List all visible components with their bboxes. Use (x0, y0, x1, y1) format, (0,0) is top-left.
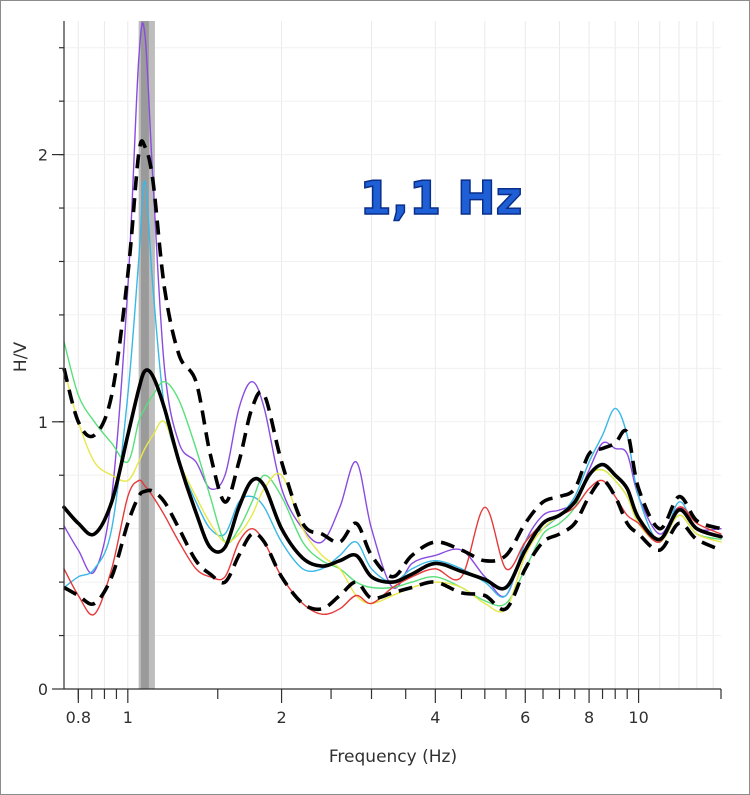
y-tick-label: 0 (38, 680, 48, 699)
y-tick-label: 2 (38, 146, 48, 165)
std-curve-6 (62, 139, 722, 579)
hv-curve-cyan (63, 180, 722, 598)
axes: 0 1 2 0.8 1 2 4 6 8 10 (38, 21, 722, 727)
peak-band-center (140, 21, 149, 689)
y-tick-label: 1 (38, 413, 48, 432)
x-tick-label: 10 (628, 708, 648, 727)
grid (64, 21, 721, 689)
series-group (62, 22, 723, 616)
hv-curve-green (63, 340, 722, 607)
peak-frequency-annotation: 1,1 Hz (360, 171, 523, 225)
x-tick-label: 1 (123, 708, 133, 727)
x-axis-title: Frequency (Hz) (329, 747, 457, 767)
x-tick-label: 2 (276, 708, 286, 727)
x-tick-label: 6 (520, 708, 530, 727)
peak-band (138, 21, 155, 689)
x-tick-label: 0.8 (66, 708, 91, 727)
mean-curve (62, 368, 723, 591)
y-axis-title: H/V (11, 342, 31, 373)
std-curve-7 (63, 478, 722, 612)
x-tick-label: 8 (584, 708, 594, 727)
hv-curve-purple (63, 22, 722, 598)
x-tick-label: 4 (430, 708, 440, 727)
